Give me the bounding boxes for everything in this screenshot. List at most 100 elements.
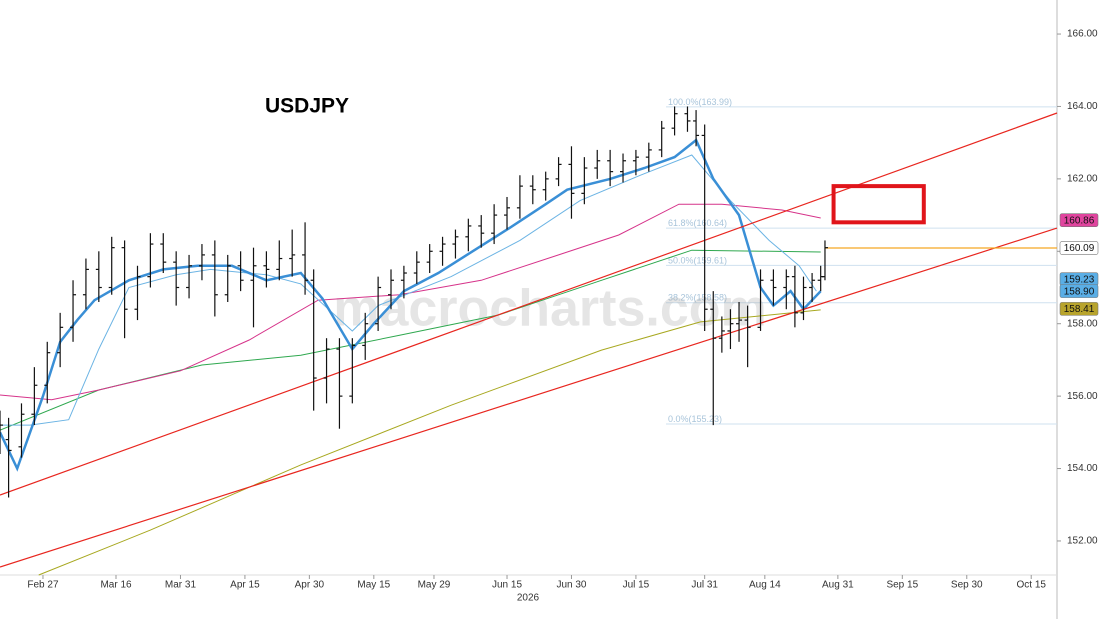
fib-label: 38.2%(158.58)	[668, 293, 727, 303]
value-badge	[1059, 241, 1099, 255]
x-tick-label: Aug 14	[749, 580, 781, 591]
ohlc-bar	[744, 305, 751, 368]
ohlc-bar	[211, 240, 218, 317]
x-tick-label: Mar 31	[165, 580, 197, 591]
fib-label: 50.0%(159.61)	[668, 255, 727, 265]
ohlc-bar	[504, 196, 511, 230]
x-axis-label: 2026	[517, 593, 540, 604]
ohlc-bar	[134, 265, 141, 321]
ohlc-bar	[620, 153, 627, 183]
x-tick-label: Feb 27	[27, 580, 59, 591]
trend-line	[0, 227, 1058, 568]
ohlc-bar	[147, 233, 154, 288]
y-tick-label: 154.00	[1067, 463, 1098, 474]
ohlc-bar	[310, 269, 317, 411]
ohlc-bar	[478, 215, 485, 248]
ohlc-bar	[263, 251, 270, 288]
y-tick-label: 162.00	[1067, 174, 1098, 185]
value-badge	[1059, 284, 1099, 298]
x-tick-label: Apr 30	[295, 580, 325, 591]
ohlc-bar	[770, 269, 777, 306]
ohlc-bar	[276, 240, 283, 281]
ohlc-bar	[186, 254, 193, 299]
ohlc-bar	[555, 157, 562, 187]
ohlc-bar	[465, 218, 472, 252]
ohlc-bar	[323, 338, 330, 404]
ohlc-bar	[783, 269, 790, 310]
ohlc-bar	[529, 175, 536, 205]
value-badge	[1059, 302, 1099, 316]
ohlc-bar	[568, 146, 575, 219]
ohlc-bar	[44, 341, 51, 404]
ohlc-bar	[658, 120, 665, 158]
ohlc-bar	[82, 258, 89, 310]
ohlc-bar	[701, 124, 708, 331]
ohlc-bar	[594, 149, 601, 179]
ohlc-bar	[336, 338, 343, 429]
x-tick-label: Sep 30	[951, 580, 983, 591]
value-badge-label: 160.86	[1064, 215, 1095, 226]
ohlc-bar	[800, 276, 807, 321]
x-tick-label: Jun 30	[556, 580, 586, 591]
ohlc-bar	[439, 236, 446, 266]
ohlc-bar	[0, 410, 3, 455]
fib-label: 100.0%(163.99)	[668, 97, 732, 107]
ohlc-bar	[95, 251, 102, 302]
ohlc-bar	[607, 149, 614, 187]
x-tick-label: Mar 16	[100, 580, 132, 591]
value-badge-label: 158.90	[1064, 286, 1095, 297]
ohlc-bar	[57, 312, 64, 368]
ohlc-bar	[302, 222, 309, 295]
ohlc-bar	[516, 175, 523, 219]
trend-line	[0, 112, 1058, 496]
ohlc-bar	[173, 251, 180, 306]
x-tick-label: Jun 15	[492, 580, 522, 591]
ohlc-bar	[224, 254, 231, 302]
value-badge-label: 159.23	[1064, 274, 1095, 285]
ohlc-bar	[160, 233, 167, 274]
ohlc-bar	[237, 251, 244, 292]
fib-label: 0.0%(155.23)	[668, 414, 722, 424]
ohlc-bar	[693, 110, 700, 147]
chart-title: USDJPY	[265, 95, 349, 118]
ohlc-bar	[198, 244, 205, 281]
ohlc-bar	[250, 247, 257, 328]
ohlc-bar	[70, 280, 77, 342]
ohlc-bar	[400, 265, 407, 299]
x-tick-label: May 29	[418, 580, 451, 591]
ohlc-bar	[632, 149, 639, 176]
ohlc-bar	[108, 236, 115, 295]
ohlc-bar	[31, 367, 38, 426]
ohlc-bar	[581, 157, 588, 205]
ohlc-bar	[821, 240, 828, 281]
y-tick-label: 158.00	[1067, 318, 1098, 329]
ohlc-bar	[736, 301, 743, 342]
value-badge-label: 160.09	[1064, 243, 1095, 254]
ohlc-bar	[5, 417, 12, 498]
ohlc-bar	[18, 403, 25, 458]
ohlc-bar	[645, 142, 652, 172]
target-box	[831, 184, 926, 225]
ohlc-bar	[426, 244, 433, 274]
ohlc-bar	[375, 276, 382, 331]
ohlc-bar	[121, 240, 128, 339]
ohlc-bar	[757, 269, 764, 331]
x-tick-label: Jul 15	[623, 580, 650, 591]
ohlc-bar	[718, 316, 725, 353]
ohlc-bar	[289, 229, 296, 277]
x-tick-label: Aug 31	[822, 580, 854, 591]
y-tick-label: 156.00	[1067, 391, 1098, 402]
y-tick-label: 152.00	[1067, 536, 1098, 547]
x-tick-label: Oct 15	[1016, 580, 1046, 591]
x-tick-label: Jul 31	[691, 580, 718, 591]
x-tick-label: Sep 15	[886, 580, 918, 591]
ohlc-bar	[349, 338, 356, 404]
x-tick-label: Apr 15	[230, 580, 260, 591]
value-badge-label: 158.41	[1064, 304, 1095, 315]
ohlc-bar	[671, 106, 678, 136]
ohlc-bar	[388, 269, 395, 310]
moving-average-line	[0, 138, 822, 472]
